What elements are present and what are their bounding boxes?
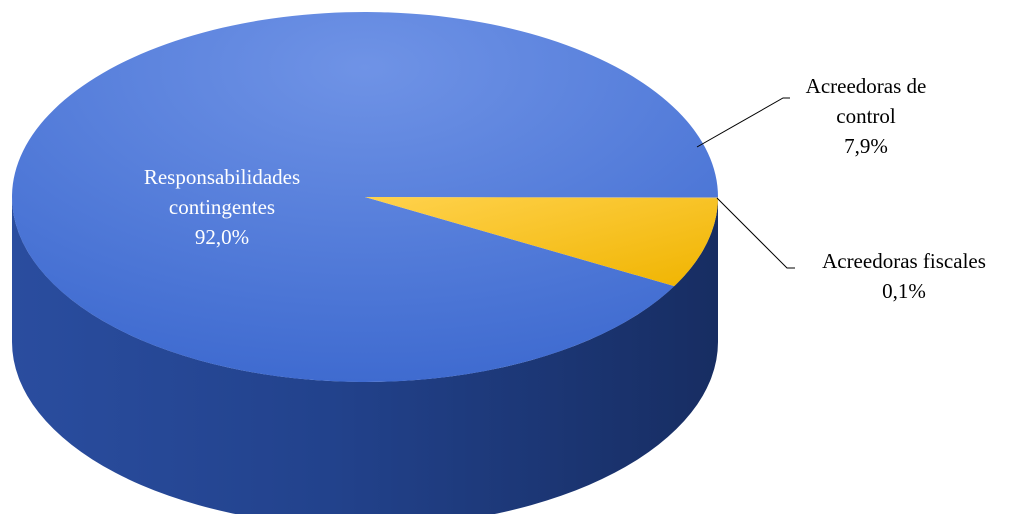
pie-slice-acreedoras-fiscales xyxy=(365,197,718,199)
slice-category-label: Acreedoras de xyxy=(806,74,927,98)
pie-side-layer xyxy=(12,197,718,514)
pie-side-wall xyxy=(12,197,718,514)
slice-category-label: control xyxy=(836,104,896,128)
pie-slice-layer xyxy=(11,12,719,383)
leader-line-layer xyxy=(696,97,795,269)
slice-category-label: contingentes xyxy=(169,195,275,219)
slice-label-layer: Responsabilidades contingentes 92,0% Acreed… xyxy=(144,74,986,303)
slice-value-label: 0,1% xyxy=(882,279,926,303)
slice-value-label: 7,9% xyxy=(844,134,888,158)
pie-slice-responsabilidades-contingentes xyxy=(11,12,719,383)
slice-category-label: Acreedoras fiscales xyxy=(822,249,986,273)
pie-slice-acreedoras-de-control xyxy=(365,197,718,287)
leader-line-acreedoras-de-control xyxy=(696,97,790,148)
slice-value-label: 92,0% xyxy=(195,225,249,249)
slice-category-label: Responsabilidades xyxy=(144,165,300,189)
leader-line-acreedoras-fiscales xyxy=(716,197,795,269)
